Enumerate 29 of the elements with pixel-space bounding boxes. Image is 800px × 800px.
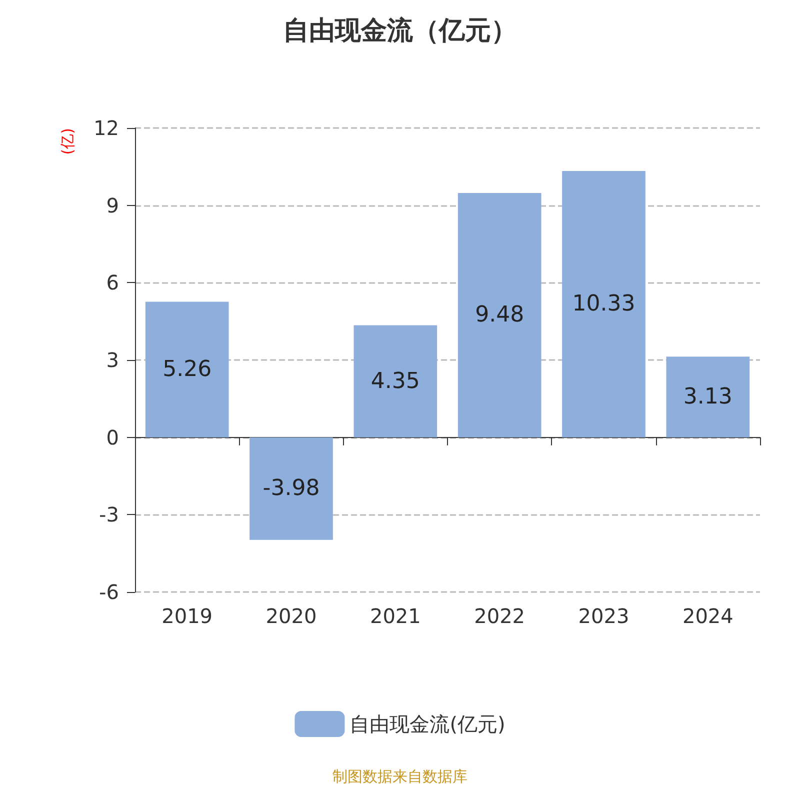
data-label: 10.33 <box>572 292 636 317</box>
legend-label: 自由现金流(亿元) <box>350 712 506 736</box>
x-tick-label: 2024 <box>682 604 734 628</box>
bar <box>666 356 750 438</box>
bar <box>458 192 542 438</box>
y-tick-label: 0 <box>106 425 119 450</box>
chart-title: 自由现金流（亿元） <box>283 16 517 46</box>
y-tick-label: 3 <box>106 348 119 372</box>
data-label: 3.13 <box>683 384 732 410</box>
bar <box>354 325 438 438</box>
y-tick-label: 12 <box>94 116 119 140</box>
y-tick-label: -3 <box>99 502 119 527</box>
bar <box>562 171 646 438</box>
x-tick-label: 2023 <box>578 604 630 628</box>
x-tick-label: 2022 <box>474 604 526 628</box>
data-label: -3.98 <box>262 476 320 502</box>
data-label: 9.48 <box>475 302 524 328</box>
text: 制图数据来自数据库 <box>332 768 468 786</box>
y-tick-label: -6 <box>99 580 119 604</box>
bar <box>145 302 229 438</box>
data-label: 5.26 <box>162 357 212 382</box>
y-tick-label: 6 <box>106 270 119 295</box>
x-tick-label: 2020 <box>266 604 317 628</box>
bar <box>250 437 333 540</box>
x-tick-label: 2021 <box>370 604 421 628</box>
y-axis-title: (亿) <box>58 128 76 155</box>
x-tick-label: 2019 <box>162 604 213 628</box>
y-tick-label: 9 <box>106 193 119 218</box>
data-label: 4.35 <box>370 368 420 394</box>
